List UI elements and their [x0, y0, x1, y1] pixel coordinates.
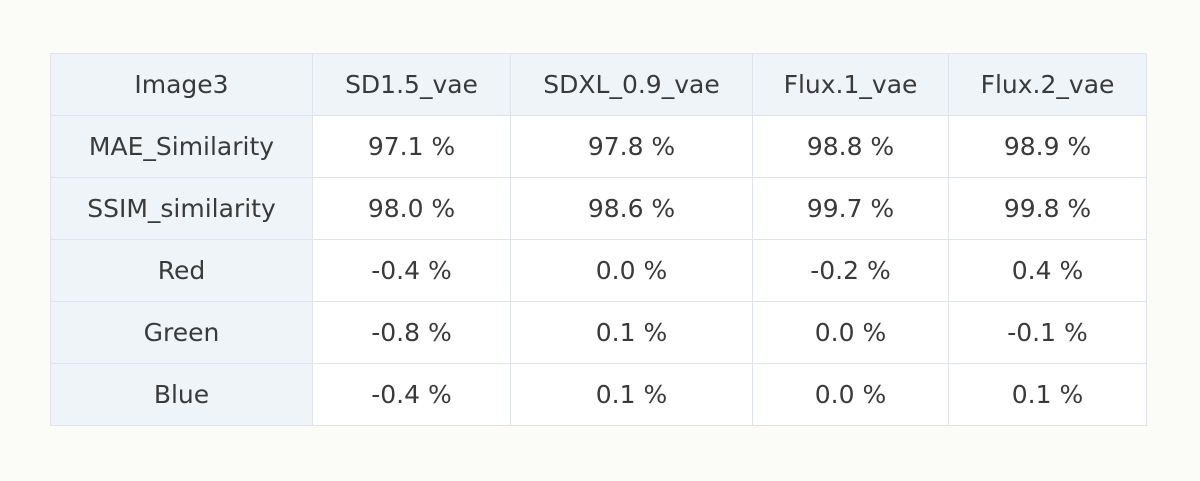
table-cell: 98.8 %: [752, 115, 949, 178]
table-row: Red -0.4 % 0.0 % -0.2 % 0.4 %: [50, 239, 1147, 302]
table-row: Blue -0.4 % 0.1 % 0.0 % 0.1 %: [50, 363, 1147, 426]
header-cell: Flux.2_vae: [948, 53, 1147, 116]
table-cell: 98.0 %: [312, 177, 511, 240]
header-cell: Flux.1_vae: [752, 53, 949, 116]
table-cell: 0.1 %: [510, 363, 753, 426]
table-cell: 98.6 %: [510, 177, 753, 240]
table-row: SSIM_similarity 98.0 % 98.6 % 99.7 % 99.8 %: [50, 177, 1147, 240]
table-cell: 98.9 %: [948, 115, 1147, 178]
table-cell: 0.0 %: [752, 363, 949, 426]
table-body: MAE_Similarity 97.1 % 97.8 % 98.8 % 98.9 % SS…: [50, 115, 1147, 426]
table-cell: 97.1 %: [312, 115, 511, 178]
table-cell: -0.2 %: [752, 239, 949, 302]
comparison-table: Image3 SD1.5_vae SDXL_0.9_vae Flux.1_vae Flu…: [50, 53, 1147, 426]
row-label: Blue: [50, 363, 313, 426]
table-cell: -0.8 %: [312, 301, 511, 364]
header-cell: SD1.5_vae: [312, 53, 511, 116]
table-cell: 97.8 %: [510, 115, 753, 178]
table-cell: 0.1 %: [510, 301, 753, 364]
table-cell: 99.8 %: [948, 177, 1147, 240]
table-row: MAE_Similarity 97.1 % 97.8 % 98.8 % 98.9 %: [50, 115, 1147, 178]
table-cell: -0.4 %: [312, 239, 511, 302]
table-container: Image3 SD1.5_vae SDXL_0.9_vae Flux.1_vae Flu…: [50, 53, 1147, 426]
header-row: Image3 SD1.5_vae SDXL_0.9_vae Flux.1_vae Flu…: [50, 53, 1147, 116]
table-cell: -0.1 %: [948, 301, 1147, 364]
table-cell: 0.0 %: [510, 239, 753, 302]
row-label: Red: [50, 239, 313, 302]
row-label: Green: [50, 301, 313, 364]
table-cell: 99.7 %: [752, 177, 949, 240]
table-cell: 0.1 %: [948, 363, 1147, 426]
row-label: SSIM_similarity: [50, 177, 313, 240]
header-cell: Image3: [50, 53, 313, 116]
table-cell: 0.0 %: [752, 301, 949, 364]
row-label: MAE_Similarity: [50, 115, 313, 178]
table-cell: -0.4 %: [312, 363, 511, 426]
table-cell: 0.4 %: [948, 239, 1147, 302]
header-cell: SDXL_0.9_vae: [510, 53, 753, 116]
table-row: Green -0.8 % 0.1 % 0.0 % -0.1 %: [50, 301, 1147, 364]
